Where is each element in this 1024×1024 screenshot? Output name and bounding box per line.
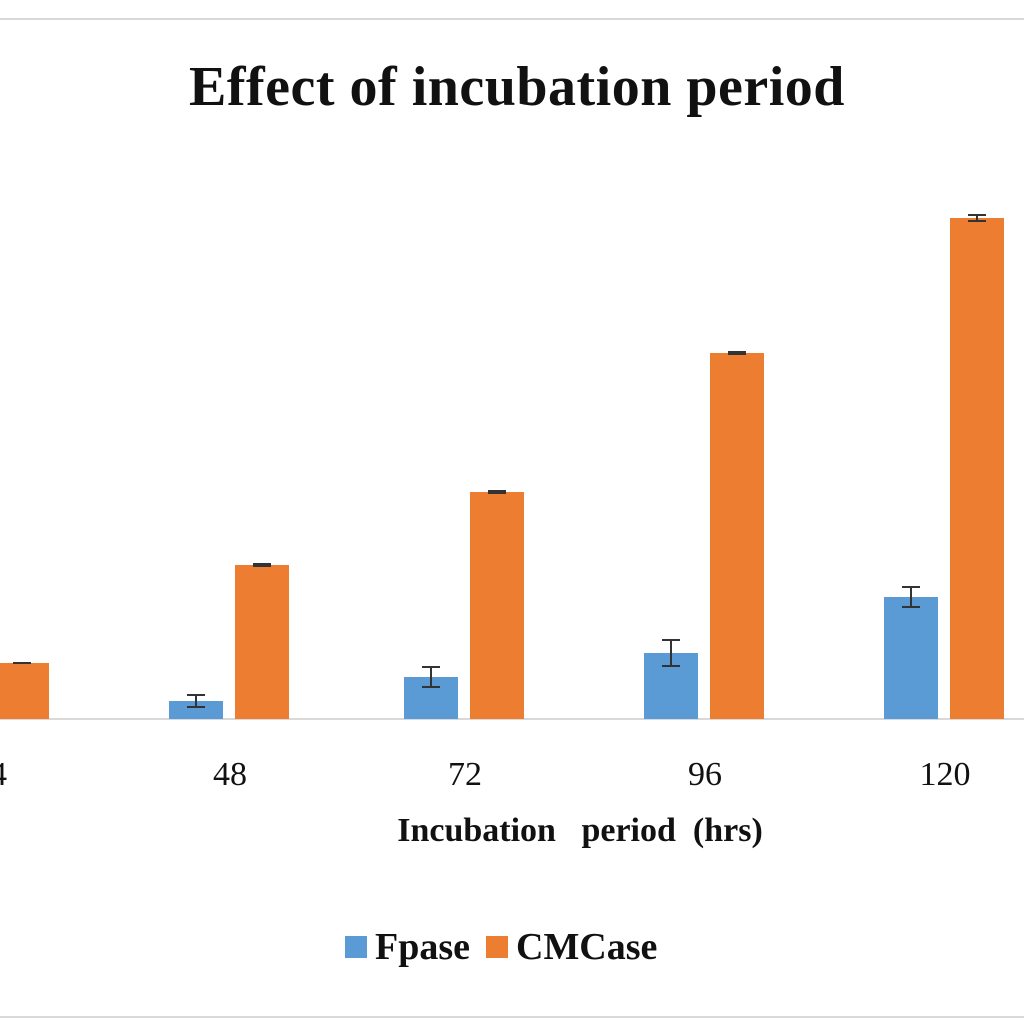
x-tick-label-72: 72 xyxy=(448,756,482,793)
x-ticks-group: 24 48 72 96 120 xyxy=(0,756,971,793)
legend: Fpase CMCase xyxy=(345,925,657,969)
x-tick-label-96: 96 xyxy=(688,756,722,793)
error-bar-fpase-72 xyxy=(422,666,440,688)
error-bar-fpase-96 xyxy=(662,639,680,667)
bar-cmcase-24 xyxy=(0,663,49,719)
error-bar-fpase-120 xyxy=(902,586,920,608)
x-tick-label-120: 120 xyxy=(920,756,971,793)
bar-cmcase-72 xyxy=(470,492,524,719)
legend-label-fpase: Fpase xyxy=(375,926,470,968)
bar-cmcase-48 xyxy=(235,565,289,719)
bar-cmcase-96 xyxy=(710,353,764,719)
legend-swatch-cmcase xyxy=(486,936,508,958)
chart-title: Effect of incubation period xyxy=(189,56,845,118)
error-bar-fpase-48 xyxy=(187,694,205,708)
chart-frame xyxy=(0,18,1024,1018)
bar-fpase-48 xyxy=(169,701,223,719)
legend-item-fpase: Fpase xyxy=(345,925,470,969)
error-bar-cmcase-72 xyxy=(488,490,506,494)
bar-fpase-120 xyxy=(884,597,938,719)
error-bar-cmcase-120 xyxy=(968,214,986,222)
x-axis-label: Incubation period (hrs) xyxy=(397,812,763,849)
legend-swatch-fpase xyxy=(345,936,367,958)
x-tick-label-48: 48 xyxy=(213,756,247,793)
error-bar-cmcase-96 xyxy=(728,351,746,355)
bar-cmcase-120 xyxy=(950,218,1004,719)
bars-group xyxy=(0,214,1004,719)
x-tick-label-24: 24 xyxy=(0,756,7,793)
legend-item-cmcase: CMCase xyxy=(486,925,657,969)
legend-label-cmcase: CMCase xyxy=(516,926,658,968)
error-bar-cmcase-48 xyxy=(253,563,271,567)
